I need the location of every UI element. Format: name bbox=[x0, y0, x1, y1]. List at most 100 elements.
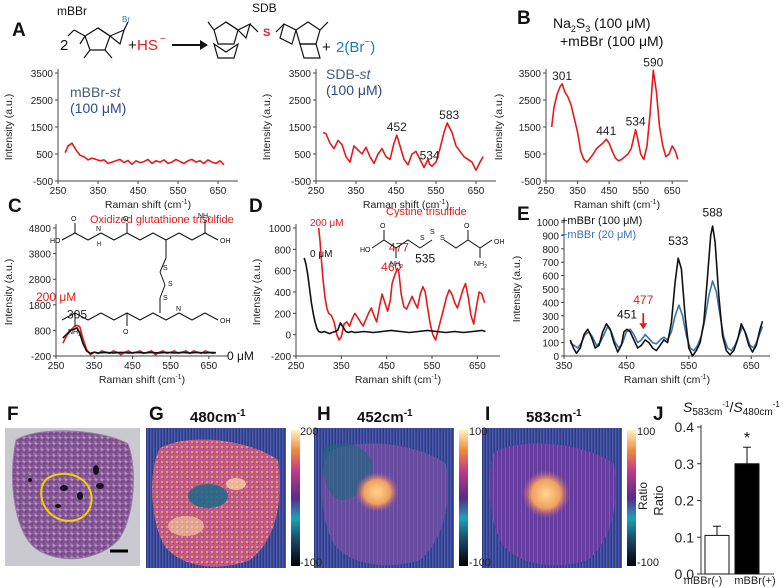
panel-label-j: J bbox=[653, 404, 664, 425]
x-tick-label: 650 bbox=[664, 186, 681, 197]
x-tick-label: 350 bbox=[90, 186, 107, 197]
panel-label-h: H bbox=[317, 404, 331, 425]
peak-label: 534 bbox=[420, 148, 440, 162]
panel-label-d: D bbox=[249, 196, 263, 217]
annotation-mbbr-st: mBBr-st bbox=[70, 84, 122, 100]
y-axis-label: Ratio bbox=[651, 485, 666, 515]
y-axis-label: Intensity (a.u.) bbox=[261, 94, 273, 161]
panel-c-title: Oxidized glutathione trisulfide bbox=[90, 214, 234, 226]
panel-label-a: A bbox=[12, 20, 26, 41]
y-tick-label: 1500 bbox=[519, 123, 542, 134]
y-tick-label: 2500 bbox=[519, 96, 542, 107]
legend-entry: +mBBr (100 μM) bbox=[561, 215, 642, 227]
peak-label: 451 bbox=[617, 308, 637, 322]
peak-label: 583 bbox=[439, 108, 459, 122]
x-axis-label: Raman shift (cm-1) bbox=[355, 374, 441, 386]
label-0um: 0 μM bbox=[310, 249, 332, 260]
panel-label-i: I bbox=[485, 404, 491, 425]
peak-label: 452 bbox=[387, 120, 407, 134]
y-tick-label: 600 bbox=[274, 267, 291, 278]
panel-d-title: Cystine trisulfide bbox=[386, 206, 467, 218]
y-tick-label: 3500 bbox=[519, 69, 542, 80]
y-tick-label: 800 bbox=[274, 245, 291, 256]
y-tick-label: 0.3 bbox=[675, 456, 695, 472]
peak-label: 588 bbox=[703, 206, 723, 220]
x-axis-label: Raman shift (cm-1) bbox=[363, 199, 449, 211]
y-axis-label: Intensity (a.u.) bbox=[3, 94, 15, 161]
y-tick-label: 100 bbox=[542, 339, 559, 350]
bar bbox=[734, 463, 760, 575]
y-tick-label: 800 bbox=[542, 245, 559, 256]
y-tick-label: 0.2 bbox=[675, 493, 695, 509]
x-tick-label: 350 bbox=[348, 186, 365, 197]
y-tick-label: 1800 bbox=[29, 301, 52, 312]
y-tick-label: 200 bbox=[542, 325, 559, 336]
y-tick-label: -500 bbox=[521, 177, 541, 188]
panel-label-f: F bbox=[7, 404, 19, 425]
y-tick-label: 900 bbox=[542, 231, 559, 242]
peak-label: 534 bbox=[626, 115, 646, 129]
peak-label: 305 bbox=[67, 308, 87, 322]
y-axis-label: Intensity (a.u.) bbox=[3, 259, 15, 326]
red-arrow-icon bbox=[639, 323, 648, 330]
y-tick-label: 0 bbox=[285, 331, 291, 342]
colorbar-g-min: -100 bbox=[300, 557, 323, 569]
y-tick-label: 2500 bbox=[289, 96, 312, 107]
x-tick-label: 650 bbox=[210, 186, 227, 197]
y-tick-label: 700 bbox=[542, 258, 559, 269]
peak-label: 535 bbox=[415, 251, 435, 265]
panel-b-subtitle: +mBBr (100 μM) bbox=[560, 33, 663, 49]
x-tick-label: 350 bbox=[333, 361, 350, 372]
colorbar-g-max: 200 bbox=[300, 426, 319, 438]
peak-label: 477 bbox=[633, 293, 653, 307]
x-tick-label: 250 bbox=[288, 361, 305, 372]
x-tick-label: 350 bbox=[556, 361, 573, 372]
x-tick-label: 350 bbox=[86, 361, 103, 372]
category-label: mBBr(-) bbox=[684, 575, 723, 587]
y-tick-label: 4800 bbox=[29, 224, 52, 235]
colorbar-i-min: -100 bbox=[637, 557, 660, 569]
series-line-mbbr-20um bbox=[569, 280, 764, 352]
y-tick-label: 1000 bbox=[537, 218, 560, 229]
y-tick-label: 0.1 bbox=[675, 529, 695, 545]
legend-entry: +mBBr (20 μM) bbox=[561, 229, 636, 241]
series-line-0um bbox=[303, 257, 486, 335]
y-axis-label: Intensity (a.u.) bbox=[493, 94, 505, 161]
series-line-0um bbox=[62, 326, 216, 355]
x-tick-label: 350 bbox=[569, 186, 586, 197]
bar bbox=[704, 534, 730, 575]
x-tick-label: 550 bbox=[424, 361, 441, 372]
series-line-na2s3 bbox=[550, 69, 679, 163]
y-tick-label: 3500 bbox=[289, 69, 312, 80]
y-tick-label: -200 bbox=[31, 352, 51, 363]
panel-b-title: Na2S3 (100 μM) bbox=[553, 15, 651, 34]
x-tick-label: 450 bbox=[378, 361, 395, 372]
series-line-200um bbox=[317, 227, 486, 341]
y-tick-label: 0.4 bbox=[675, 419, 695, 435]
x-tick-label: 450 bbox=[130, 186, 147, 197]
y-tick-label: 1000 bbox=[269, 224, 292, 235]
y-tick-label: 500 bbox=[36, 150, 53, 161]
x-tick-label: 650 bbox=[469, 361, 486, 372]
y-tick-label: 1500 bbox=[289, 123, 312, 134]
y-tick-label: 1500 bbox=[31, 123, 54, 134]
y-tick-label: 400 bbox=[274, 288, 291, 299]
x-tick-label: 550 bbox=[428, 186, 445, 197]
panel-label-c: C bbox=[8, 196, 22, 217]
x-tick-label: 550 bbox=[632, 186, 649, 197]
y-tick-label: -500 bbox=[33, 177, 53, 188]
panel-label-e: E bbox=[517, 204, 530, 225]
x-tick-label: 250 bbox=[48, 361, 65, 372]
y-tick-label: 500 bbox=[542, 285, 559, 296]
x-tick-label: 450 bbox=[124, 361, 141, 372]
y-tick-label: 800 bbox=[34, 326, 51, 337]
significance-star: * bbox=[744, 430, 750, 447]
series-line-mbbr-st bbox=[64, 142, 225, 166]
x-tick-label: 550 bbox=[681, 361, 698, 372]
peak-label: 441 bbox=[596, 124, 616, 138]
category-label: mBBr(+) bbox=[734, 575, 775, 587]
annotation-mbbr-conc: (100 μM) bbox=[70, 100, 126, 116]
x-tick-label: 650 bbox=[468, 186, 485, 197]
map-title-g: 480cm-1 bbox=[190, 408, 246, 426]
